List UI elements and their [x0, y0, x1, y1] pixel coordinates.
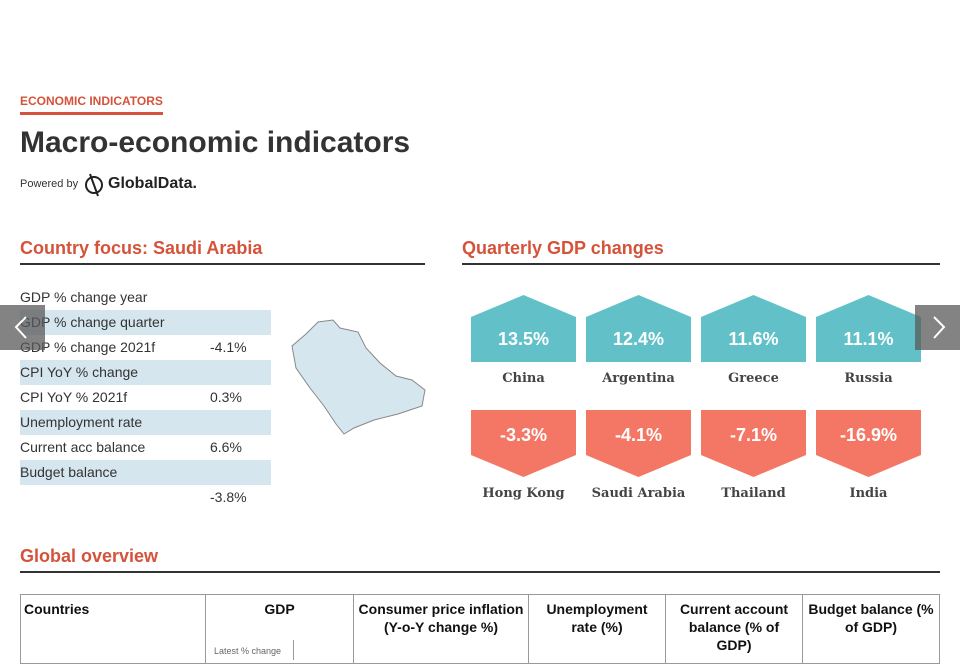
- focus-row: CPI YoY % change 0.3%: [20, 360, 271, 405]
- country-map: [291, 319, 426, 435]
- focus-row: Current acc balance4.5%: [20, 435, 271, 480]
- focus-label: GDP % change year: [20, 289, 148, 305]
- focus-value: -4.1%: [210, 339, 247, 355]
- focus-row: GDP % change quarter -4.1%: [20, 310, 271, 355]
- column-header: Consumer price inflation (Y-o-Y change %…: [353, 594, 528, 664]
- gdp-tile: -3.3% Hong Kong: [471, 410, 576, 501]
- tile-country: India: [849, 486, 888, 501]
- focus-row: CPI YoY % 2021f2.9%: [20, 385, 271, 430]
- section-title: Country focus: Saudi Arabia: [20, 238, 263, 258]
- gdp-tile: -16.9% India: [816, 410, 921, 501]
- tile-value: -7.1%: [729, 425, 778, 445]
- rule: [20, 571, 940, 573]
- tile-country: Russia: [844, 371, 893, 386]
- focus-value: 0.3%: [210, 389, 242, 405]
- page-title: Macro-economic indicators: [20, 126, 411, 159]
- tile-country: Hong Kong: [482, 486, 565, 501]
- gdp-tile: 11.1% Russia: [816, 295, 921, 386]
- focus-label: Budget balance: [20, 464, 118, 480]
- tile-value: -16.9%: [839, 425, 898, 445]
- focus-row: GDP % change 2021f2.6%: [20, 335, 271, 380]
- divider: [293, 640, 294, 660]
- tile-country: Thailand: [721, 486, 786, 501]
- tile-bg: [586, 295, 691, 362]
- column-header: Unemployment rate (%): [528, 594, 665, 664]
- tile-shape: [701, 295, 806, 362]
- section-title: Quarterly GDP changes: [462, 238, 664, 258]
- rule: [20, 263, 425, 265]
- tile-bg: [701, 410, 806, 477]
- tile-bg: [471, 295, 576, 362]
- next-arrow[interactable]: [915, 305, 960, 350]
- focus-value: -3.8%: [210, 489, 247, 505]
- sub-header: Latest % change: [214, 646, 282, 656]
- focus-label: GDP % change quarter: [20, 314, 165, 330]
- tile-shape: [816, 295, 921, 362]
- tile-shape: [701, 410, 806, 477]
- brand-logo: [85, 173, 103, 197]
- column-header: Countries: [24, 601, 90, 617]
- tile-country: Saudi Arabia: [591, 486, 686, 501]
- focus-label: CPI YoY % change: [20, 364, 139, 380]
- tile-shape: [586, 295, 691, 362]
- tile-bg: [471, 410, 576, 477]
- column-header: Budget balance (% of GDP): [802, 594, 939, 664]
- tile-shape: [471, 410, 576, 477]
- column-header: Current account balance (% of GDP): [665, 594, 802, 664]
- tile-country: China: [502, 371, 545, 386]
- tile-value: 13.5%: [497, 329, 550, 349]
- tile-bg: [816, 295, 921, 362]
- brand: GlobalData.: [108, 175, 197, 192]
- tile-value: 12.4%: [612, 329, 665, 349]
- prev-arrow[interactable]: [0, 305, 45, 350]
- powered-by: Powered by: [20, 178, 79, 190]
- tile-value: -3.3%: [499, 425, 548, 445]
- section-label[interactable]: ECONOMIC INDICATORS: [20, 94, 163, 115]
- tile-shape: [816, 410, 921, 477]
- section-title: Global overview: [20, 546, 159, 566]
- tile-value: 11.1%: [843, 329, 894, 349]
- gdp-tile: -4.1% Saudi Arabia: [586, 410, 691, 501]
- tile-bg: [701, 295, 806, 362]
- tile-shape: [586, 410, 691, 477]
- tile-country: Greece: [728, 371, 779, 386]
- tile-country: Argentina: [602, 371, 675, 386]
- gdp-tile: -7.1% Thailand: [701, 410, 806, 501]
- focus-label: GDP % change 2021f: [20, 339, 156, 355]
- tile-shape: [471, 295, 576, 362]
- focus-label: Unemployment rate: [20, 414, 143, 430]
- focus-label: CPI YoY % 2021f: [20, 389, 128, 405]
- tile-value: -4.1%: [614, 425, 663, 445]
- focus-row: GDP % change year1.8%: [20, 285, 271, 330]
- gdp-tile: 13.5% China: [471, 295, 576, 386]
- tile-bg: [816, 410, 921, 477]
- gdp-tile: 12.4% Argentina: [586, 295, 691, 386]
- focus-row: Budget balance -3.8%: [20, 460, 271, 505]
- focus-value: 6.6%: [210, 439, 242, 455]
- gdp-tile: 11.6% Greece: [701, 295, 806, 386]
- rule: [462, 263, 940, 265]
- column-header: GDP: [205, 594, 353, 664]
- tile-value: 11.6%: [728, 329, 779, 349]
- focus-label: Current acc balance: [20, 439, 146, 455]
- focus-row: Unemployment rate 6.6%: [20, 410, 271, 455]
- tile-bg: [586, 410, 691, 477]
